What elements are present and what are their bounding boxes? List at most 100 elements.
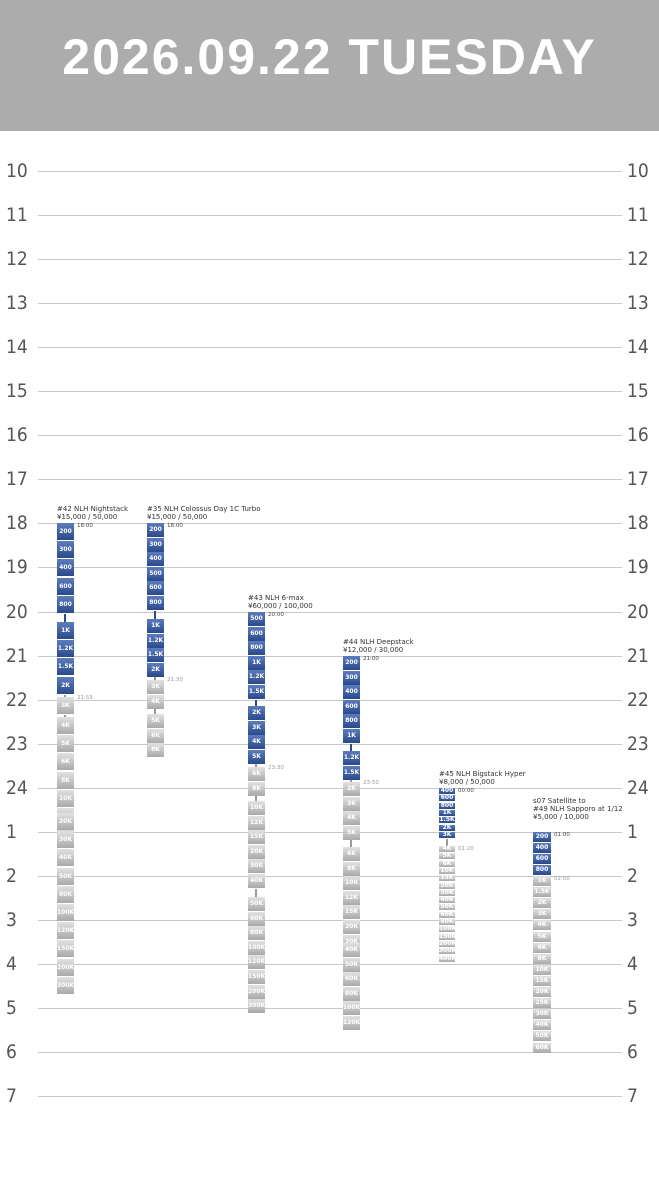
blind-level-block[interactable]: 40K [343, 943, 360, 957]
blind-level-block[interactable]: 300K [57, 977, 74, 994]
event-title[interactable]: #35 NLH Colossus Day 1C Turbo ¥15,000 / 5… [147, 505, 261, 521]
blind-level-block[interactable]: 6K [439, 861, 455, 867]
blind-level-block[interactable]: 100K [343, 1001, 360, 1015]
blind-level-block[interactable]: 200 [147, 523, 164, 537]
blind-level-block[interactable]: 600 [439, 794, 455, 801]
blind-level-block[interactable]: 4K [57, 717, 74, 734]
blind-level-block[interactable]: 3K [533, 909, 551, 919]
blind-level-block[interactable]: 40K [248, 874, 265, 888]
blind-level-block[interactable]: 6K [248, 767, 265, 781]
blind-level-block[interactable]: 100K [248, 941, 265, 955]
blind-level-block[interactable]: 600 [57, 578, 74, 595]
blind-level-block[interactable]: 1.5K [439, 816, 455, 823]
blind-level-block[interactable]: 200K [248, 985, 265, 999]
blind-level-block[interactable]: 4K [147, 695, 164, 709]
blind-level-block[interactable]: 40K [533, 1020, 551, 1030]
blind-level-block[interactable]: 200K [439, 940, 457, 947]
blind-level-block[interactable]: 12K [343, 891, 360, 905]
blind-level-block[interactable]: 400 [57, 559, 74, 576]
blind-level-block[interactable]: 150K [248, 970, 265, 984]
blind-level-block[interactable]: 30K [57, 831, 74, 848]
blind-level-block[interactable]: 10K [248, 801, 265, 815]
blind-level-block[interactable]: 8K [147, 743, 164, 757]
blind-level-block[interactable]: 300 [343, 671, 360, 685]
blind-level-block[interactable]: 100K [57, 904, 74, 921]
blind-level-block[interactable]: 80K [439, 918, 455, 925]
blind-level-block[interactable]: 500 [147, 567, 164, 581]
blind-level-block[interactable]: 1.5K [533, 887, 551, 897]
blind-level-block[interactable]: 1.2K [57, 640, 74, 657]
blind-level-block[interactable]: 200 [57, 523, 74, 540]
blind-level-block[interactable]: 120K [343, 1016, 360, 1030]
blind-level-block[interactable]: 6K [57, 753, 74, 770]
blind-level-block[interactable]: 60K [533, 1043, 551, 1053]
blind-level-block[interactable]: 20K [57, 813, 74, 830]
blind-level-block[interactable]: 4K [248, 735, 265, 749]
blind-level-block[interactable]: 12K [248, 816, 265, 830]
blind-level-block[interactable]: 8K [533, 954, 551, 964]
blind-level-block[interactable]: 800 [343, 714, 360, 728]
blind-level-block[interactable]: 5K [439, 853, 455, 859]
blind-level-block[interactable]: 15K [248, 830, 265, 844]
blind-level-block[interactable]: 8K [248, 782, 265, 796]
blind-level-block[interactable]: 50K [248, 897, 265, 911]
blind-level-block[interactable]: 1.2K [343, 751, 360, 765]
blind-level-block[interactable]: 4K [439, 846, 455, 852]
blind-level-block[interactable]: 120K [248, 955, 265, 969]
blind-level-block[interactable]: 400 [147, 552, 164, 566]
blind-level-block[interactable]: 50K [533, 1031, 551, 1041]
blind-level-block[interactable]: 10K [57, 790, 74, 807]
blind-level-block[interactable]: 40K [57, 849, 74, 866]
event-title[interactable]: #42 NLH Nightstack ¥15,000 / 50,000 [57, 505, 128, 521]
blind-level-block[interactable]: 300 [57, 541, 74, 558]
blind-level-block[interactable]: 800 [533, 865, 551, 875]
blind-level-block[interactable]: 400 [439, 787, 455, 794]
blind-level-block[interactable]: 6K [147, 729, 164, 743]
blind-level-block[interactable]: 20K [533, 987, 551, 997]
blind-level-block[interactable]: 3K [343, 797, 360, 811]
blind-level-block[interactable]: 2K [147, 663, 164, 677]
blind-level-block[interactable]: 60K [343, 972, 360, 986]
event-title[interactable]: #43 NLH 6-max ¥60,000 / 100,000 [248, 594, 313, 610]
blind-level-block[interactable]: 400 [533, 843, 551, 853]
blind-level-block[interactable]: 300K [248, 999, 265, 1013]
blind-level-block[interactable]: 5K [57, 735, 74, 752]
blind-level-block[interactable]: 30K [439, 889, 455, 896]
blind-level-block[interactable]: 2K [439, 825, 455, 831]
blind-level-block[interactable]: 1K [439, 810, 455, 816]
blind-level-block[interactable]: 3K [57, 697, 74, 714]
blind-level-block[interactable]: 10K [533, 965, 551, 975]
blind-level-block[interactable]: 600 [533, 854, 551, 864]
blind-level-block[interactable]: 1.5K [343, 766, 360, 780]
blind-level-block[interactable]: 100K [439, 925, 457, 932]
blind-level-block[interactable]: 600 [343, 700, 360, 714]
blind-level-block[interactable]: 2K [248, 706, 265, 720]
blind-level-block[interactable]: 2K [57, 677, 74, 694]
blind-level-block[interactable]: 5K [248, 750, 265, 764]
blind-level-block[interactable]: 800 [147, 596, 164, 610]
blind-level-block[interactable]: 50K [343, 958, 360, 972]
blind-level-block[interactable]: 800 [439, 802, 455, 809]
blind-level-block[interactable]: 80K [248, 926, 265, 940]
blind-level-block[interactable]: 20K [343, 920, 360, 934]
blind-level-block[interactable]: 150K [439, 933, 457, 940]
blind-level-block[interactable]: 1K [343, 729, 360, 743]
blind-level-block[interactable]: 1.2K [248, 670, 265, 684]
blind-level-block[interactable]: 40K [439, 896, 455, 903]
blind-level-block[interactable]: 6K [343, 847, 360, 861]
blind-level-block[interactable]: 300 [147, 538, 164, 552]
blind-level-block[interactable]: 3K [439, 832, 455, 838]
blind-level-block[interactable]: 1K [57, 622, 74, 639]
blind-level-block[interactable]: 15K [439, 874, 455, 881]
blind-level-block[interactable]: 60K [248, 912, 265, 926]
blind-level-block[interactable]: 1.5K [248, 685, 265, 699]
blind-level-block[interactable]: 500 [248, 612, 265, 626]
blind-level-block[interactable]: 800 [248, 641, 265, 655]
blind-level-block[interactable]: 10K [343, 876, 360, 890]
blind-level-block[interactable]: 8K [343, 862, 360, 876]
blind-level-block[interactable]: 1.5K [147, 648, 164, 662]
blind-level-block[interactable]: 5K [147, 714, 164, 728]
blind-level-block[interactable]: 600 [248, 627, 265, 641]
blind-level-block[interactable]: 800 [57, 596, 74, 613]
blind-level-block[interactable]: 8K [57, 772, 74, 789]
